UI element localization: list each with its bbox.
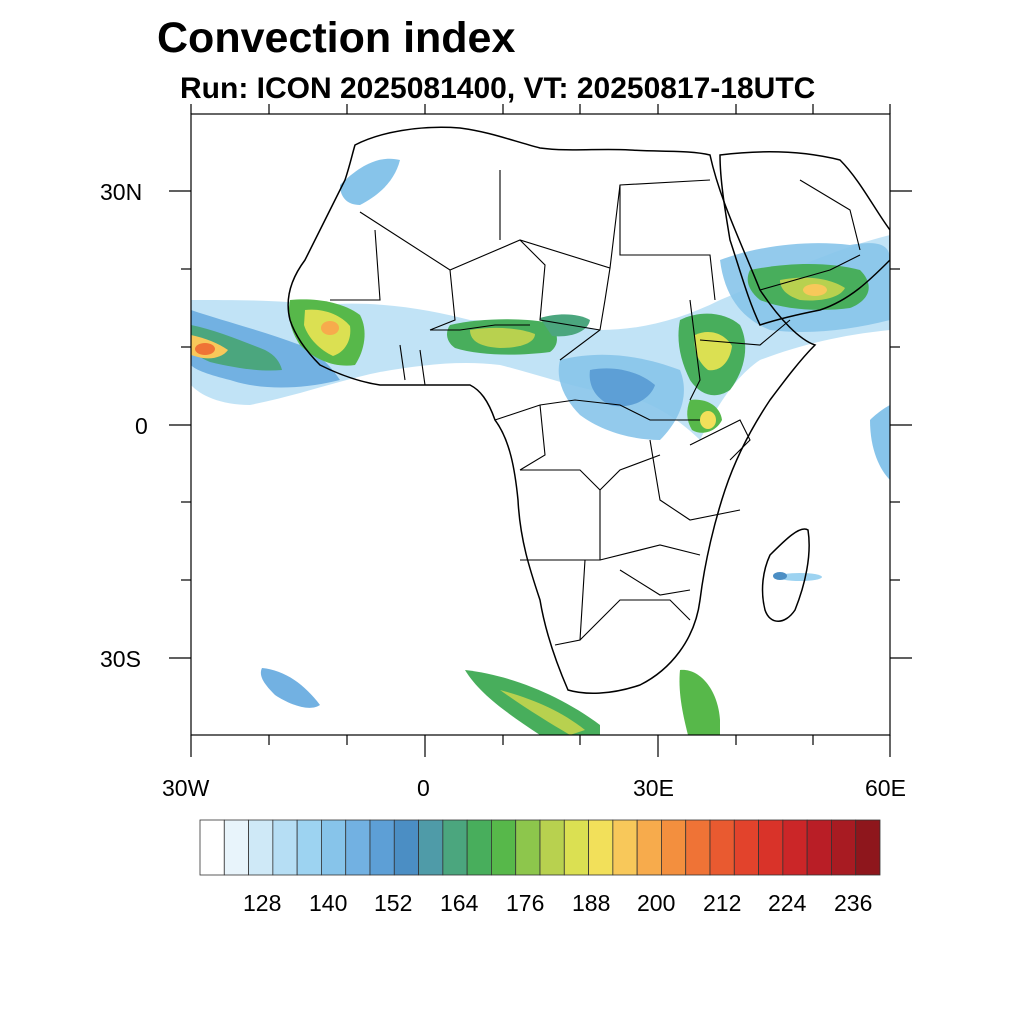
- convection-madagascar-east: [778, 573, 822, 581]
- convection-indian-ocean: [870, 405, 890, 480]
- colorbar-box: [636, 819, 662, 876]
- colorbar-box: [272, 819, 298, 876]
- colorbar-box: [199, 819, 225, 876]
- colorbar-label: 236: [834, 890, 873, 916]
- colorbar-box: [806, 819, 832, 876]
- colorbar-label: 188: [572, 890, 611, 916]
- convection-yemen-peak: [803, 284, 827, 296]
- colorbar-box: [831, 819, 857, 876]
- colorbar-box: [661, 819, 687, 876]
- colorbar-box: [563, 819, 589, 876]
- coastlines: [287, 126, 890, 695]
- convection-lake-victoria-core: [700, 411, 716, 429]
- convection-mozambique-channel: [679, 669, 720, 735]
- chart-title: Convection index: [157, 14, 516, 62]
- colorbar-label: 176: [506, 890, 545, 916]
- map-frame: [190, 113, 891, 736]
- colorbar-box: [709, 819, 735, 876]
- colorbar-box: [782, 819, 808, 876]
- madagascar-coastline: [761, 528, 810, 622]
- lat-label-30s: 30S: [100, 646, 141, 672]
- colorbar-box: [588, 819, 614, 876]
- colorbar-label: 152: [374, 890, 413, 916]
- convection-chad: [540, 314, 590, 337]
- convection-peak-atlantic-core: [195, 343, 215, 355]
- colorbar-box: [491, 819, 517, 876]
- colorbar-box: [515, 819, 541, 876]
- colorbar-box: [855, 819, 881, 876]
- colorbar-box: [733, 819, 759, 876]
- colorbar-box: [369, 819, 395, 876]
- colorbar-box: [418, 819, 444, 876]
- convection-core-atlantic: [191, 325, 282, 371]
- convection-central-core: [589, 368, 655, 407]
- colorbar-label: 140: [309, 890, 348, 916]
- country-borders: [330, 170, 861, 646]
- convection-guinea-peak: [321, 321, 339, 335]
- convection-field: [191, 158, 890, 735]
- africa-coastline: [287, 126, 817, 695]
- colorbar-box: [442, 819, 468, 876]
- colorbar-label: 200: [637, 890, 676, 916]
- colorbar-box: [345, 819, 371, 876]
- colorbar-label: 128: [243, 890, 282, 916]
- lon-label-0: 0: [417, 775, 430, 801]
- convection-southern-ocean-core: [500, 690, 585, 735]
- convection-south-atlantic: [260, 668, 320, 708]
- colorbar-label: 212: [703, 890, 742, 916]
- colorbar-box: [296, 819, 322, 876]
- convection-nigeria-core: [470, 327, 535, 348]
- colorbar-box: [466, 819, 492, 876]
- axis-ticks: [169, 104, 912, 757]
- colorbar-label: 164: [440, 890, 479, 916]
- lon-label-30w: 30W: [162, 775, 210, 801]
- convection-madagascar-west: [773, 572, 787, 580]
- colorbar-box: [685, 819, 711, 876]
- lon-label-60e: 60E: [865, 775, 906, 801]
- colorbar-box: [539, 819, 565, 876]
- chart-subtitle: Run: ICON 2025081400, VT: 20250817-18UTC: [180, 72, 816, 105]
- lat-label-0: 0: [135, 413, 148, 439]
- arabia-coastline: [719, 150, 890, 326]
- lat-label-30n: 30N: [100, 179, 143, 205]
- colorbar-box: [223, 819, 249, 876]
- colorbar-box: [612, 819, 638, 876]
- convection-plume-atlantic: [191, 310, 340, 388]
- lon-label-30e: 30E: [633, 775, 674, 801]
- colorbar: [199, 819, 881, 876]
- colorbar-box: [248, 819, 274, 876]
- convection-atlas: [340, 158, 400, 205]
- colorbar-box: [758, 819, 784, 876]
- colorbar-box: [393, 819, 419, 876]
- colorbar-box: [321, 819, 347, 876]
- colorbar-label: 224: [768, 890, 807, 916]
